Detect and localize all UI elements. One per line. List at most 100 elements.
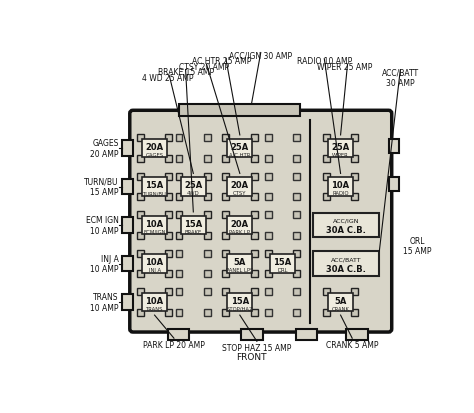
Bar (351, 309, 358, 316)
Bar (264, 211, 272, 218)
Bar (175, 135, 182, 142)
Text: 10A: 10A (331, 181, 350, 190)
Text: 5A: 5A (234, 258, 246, 267)
Text: 15A: 15A (184, 219, 202, 228)
Bar (228, 216, 252, 235)
Bar (142, 255, 167, 273)
Text: ACC/BATT: ACC/BATT (331, 257, 361, 262)
Bar (228, 255, 252, 273)
Bar (204, 194, 211, 201)
Bar (204, 233, 211, 239)
Text: 20A: 20A (231, 181, 249, 190)
Text: WIPER 25 AMP: WIPER 25 AMP (317, 63, 372, 71)
Bar (293, 211, 300, 218)
Bar (328, 140, 353, 158)
Bar (251, 250, 258, 257)
Bar (168, 329, 190, 340)
Bar (264, 271, 272, 278)
Text: A/C HTR: A/C HTR (229, 152, 251, 157)
Text: ACC/IGN: ACC/IGN (333, 218, 359, 223)
Bar (251, 211, 258, 218)
Text: 10A: 10A (146, 219, 164, 228)
Bar (264, 309, 272, 316)
Bar (351, 194, 358, 201)
Bar (222, 173, 229, 180)
Bar (137, 173, 144, 180)
Bar (346, 329, 368, 340)
Text: 25A: 25A (184, 181, 202, 190)
Bar (264, 250, 272, 257)
Bar (137, 309, 144, 316)
Bar (228, 293, 252, 311)
Bar (293, 271, 300, 278)
Bar (204, 250, 211, 257)
Bar (165, 309, 173, 316)
Bar (293, 288, 300, 295)
Bar (181, 216, 206, 235)
Text: 10A: 10A (146, 296, 164, 305)
Bar (175, 173, 182, 180)
Text: 20A: 20A (146, 142, 164, 152)
Bar (323, 156, 330, 162)
Text: 25A: 25A (331, 142, 350, 152)
Bar (293, 309, 300, 316)
Text: ECM/IGN: ECM/IGN (143, 229, 166, 234)
Text: GAGES
20 AMP: GAGES 20 AMP (91, 139, 119, 158)
Bar (137, 135, 144, 142)
Text: TRANS: TRANS (146, 306, 164, 311)
Bar (351, 288, 358, 295)
Bar (122, 256, 133, 272)
Bar (142, 140, 167, 158)
Bar (351, 173, 358, 180)
Text: 25A: 25A (231, 142, 249, 152)
Bar (293, 194, 300, 201)
Bar (165, 271, 173, 278)
Bar (389, 140, 399, 153)
Text: TURN/BU
15 AMP: TURN/BU 15 AMP (84, 177, 119, 197)
Bar (165, 194, 173, 201)
Text: TRANS
10 AMP: TRANS 10 AMP (91, 292, 119, 312)
Bar (175, 309, 182, 316)
Bar (137, 156, 144, 162)
Bar (222, 194, 229, 201)
Bar (137, 288, 144, 295)
Bar (323, 288, 330, 295)
Text: PARK LP: PARK LP (229, 229, 250, 234)
Bar (222, 156, 229, 162)
Text: 30A C.B.: 30A C.B. (326, 225, 366, 235)
Text: AC HTR 25 AMP: AC HTR 25 AMP (192, 57, 252, 66)
Text: STOP/HAZ: STOP/HAZ (227, 306, 253, 311)
Text: DRL: DRL (277, 268, 288, 273)
Bar (323, 173, 330, 180)
Bar (264, 194, 272, 201)
Text: 15A: 15A (146, 181, 164, 190)
Text: BRAKE: BRAKE (185, 229, 202, 234)
Bar (264, 173, 272, 180)
Bar (204, 135, 211, 142)
Bar (165, 173, 173, 180)
Text: CRANK: CRANK (332, 306, 349, 311)
Text: CTSY 20 AMP: CTSY 20 AMP (179, 63, 229, 71)
Text: ACC/BATT
30 AMP: ACC/BATT 30 AMP (382, 68, 419, 87)
Bar (222, 271, 229, 278)
Bar (175, 288, 182, 295)
Text: INJ A
10 AMP: INJ A 10 AMP (91, 254, 119, 273)
Bar (264, 233, 272, 239)
Text: ECM IGN
10 AMP: ECM IGN 10 AMP (86, 216, 119, 235)
Text: ACC/IGN 30 AMP: ACC/IGN 30 AMP (229, 52, 292, 61)
Text: TURN/BU: TURN/BU (143, 191, 166, 196)
Text: FRONT: FRONT (236, 352, 267, 361)
Bar (293, 233, 300, 239)
Bar (222, 135, 229, 142)
Bar (251, 194, 258, 201)
Bar (251, 135, 258, 142)
Bar (142, 178, 167, 196)
Text: 20A: 20A (231, 219, 249, 228)
Bar (251, 288, 258, 295)
Bar (204, 309, 211, 316)
Bar (179, 105, 300, 117)
Bar (323, 194, 330, 201)
Bar (137, 211, 144, 218)
Text: 10A: 10A (146, 258, 164, 267)
Bar (313, 213, 379, 238)
